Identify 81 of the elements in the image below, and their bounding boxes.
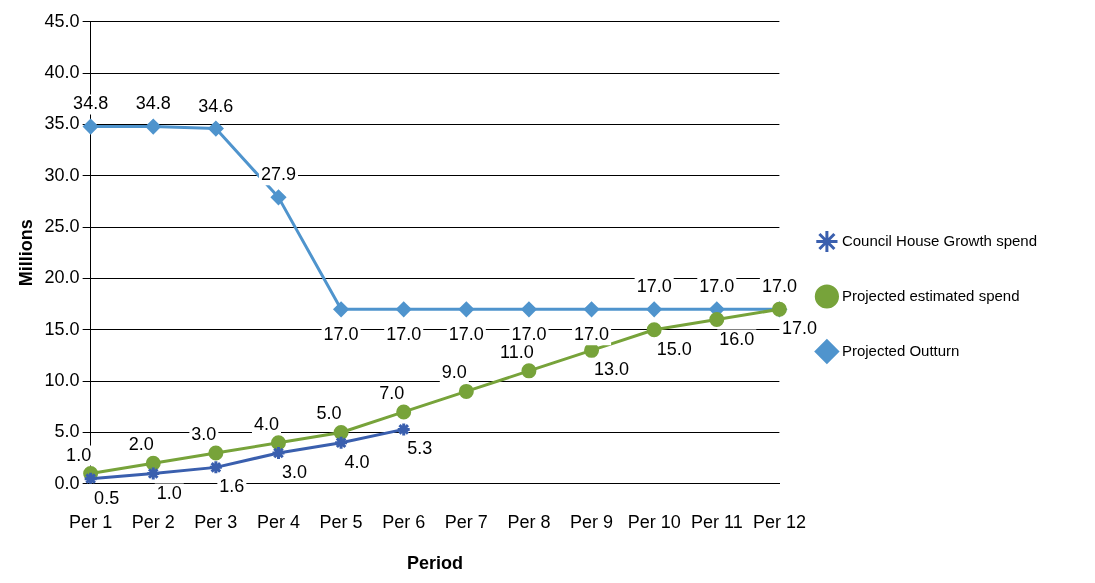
data-label: 1.6 xyxy=(219,476,245,497)
point xyxy=(333,435,349,451)
legend-label: Council House Growth spend xyxy=(841,231,1038,249)
y-tick-label: 30.0 xyxy=(44,164,80,185)
x-tick-label: Per 11 xyxy=(690,511,743,532)
x-tick-label: Per 5 xyxy=(319,511,363,532)
data-label: 17.0 xyxy=(761,276,797,297)
data-label: 0.5 xyxy=(94,487,120,508)
y-tick-label: 15.0 xyxy=(44,318,80,339)
point xyxy=(145,466,161,482)
x-axis-title: Period xyxy=(407,553,464,574)
data-label: 3.0 xyxy=(191,423,217,444)
data-label: 17.0 xyxy=(511,324,547,345)
data-label: 3.0 xyxy=(281,461,307,482)
y-axis-title: Millions xyxy=(15,219,36,287)
legend-label: Projected Outturn xyxy=(841,341,960,359)
data-label: 1.0 xyxy=(156,482,182,503)
point xyxy=(396,421,412,437)
x-tick-label: Per 1 xyxy=(69,511,113,532)
data-label: 17.0 xyxy=(574,324,610,345)
x-tick-label: Per 10 xyxy=(627,511,681,532)
data-label: 1.0 xyxy=(66,444,92,465)
y-tick-label: 10.0 xyxy=(44,370,80,391)
data-label: 16.0 xyxy=(719,328,755,349)
point xyxy=(521,301,537,317)
data-label: 5.0 xyxy=(316,403,342,424)
data-label: 34.8 xyxy=(73,93,109,114)
data-label: 15.0 xyxy=(656,338,692,359)
y-tick-label: 5.0 xyxy=(54,421,80,442)
point xyxy=(458,301,474,317)
point xyxy=(333,301,349,317)
data-label: 5.3 xyxy=(407,438,433,459)
x-tick-label: Per 6 xyxy=(382,511,426,532)
data-label: 13.0 xyxy=(594,359,630,380)
x-tick-label: Per 12 xyxy=(752,511,806,532)
y-tick-label: 45.0 xyxy=(44,10,80,31)
data-label: 34.8 xyxy=(135,93,171,114)
point xyxy=(709,312,725,328)
point xyxy=(646,301,662,317)
point xyxy=(83,471,99,484)
data-label: 2.0 xyxy=(128,434,154,455)
data-label: 4.0 xyxy=(253,413,279,434)
x-tick-label: Per 8 xyxy=(507,511,551,532)
data-label: 17.0 xyxy=(323,324,359,345)
point xyxy=(83,119,99,135)
data-label: 27.9 xyxy=(260,164,296,185)
point xyxy=(270,445,286,461)
x-tick-label: Per 3 xyxy=(194,511,238,532)
data-label: 34.6 xyxy=(198,95,234,116)
data-label: 4.0 xyxy=(344,451,370,472)
data-label: 17.0 xyxy=(781,318,817,339)
point xyxy=(646,322,662,338)
data-label: 7.0 xyxy=(379,382,405,403)
point xyxy=(270,189,286,205)
data-label: 17.0 xyxy=(636,276,672,297)
point xyxy=(145,119,161,135)
point xyxy=(208,445,224,461)
data-label: 17.0 xyxy=(448,324,484,345)
x-tick-label: Per 7 xyxy=(444,511,488,532)
x-tick-label: Per 4 xyxy=(256,511,300,532)
x-tick-label: Per 9 xyxy=(570,511,614,532)
y-tick-label: 0.0 xyxy=(54,472,80,493)
legend-label: Projected estimated spend xyxy=(841,286,1020,304)
y-tick-label: 35.0 xyxy=(44,113,80,134)
point xyxy=(521,363,537,379)
point xyxy=(396,404,412,420)
x-tick-label: Per 2 xyxy=(131,511,175,532)
point xyxy=(145,455,161,471)
data-label: 17.0 xyxy=(386,324,422,345)
point xyxy=(584,301,600,317)
point xyxy=(333,424,349,440)
point xyxy=(396,301,412,317)
data-label: 17.0 xyxy=(699,276,735,297)
point xyxy=(208,121,224,137)
data-label: 9.0 xyxy=(441,362,467,383)
y-tick-label: 25.0 xyxy=(44,216,80,237)
point xyxy=(458,383,474,399)
y-tick-label: 40.0 xyxy=(44,62,80,83)
point xyxy=(270,435,286,451)
point xyxy=(208,459,224,475)
y-tick-label: 20.0 xyxy=(44,267,80,288)
